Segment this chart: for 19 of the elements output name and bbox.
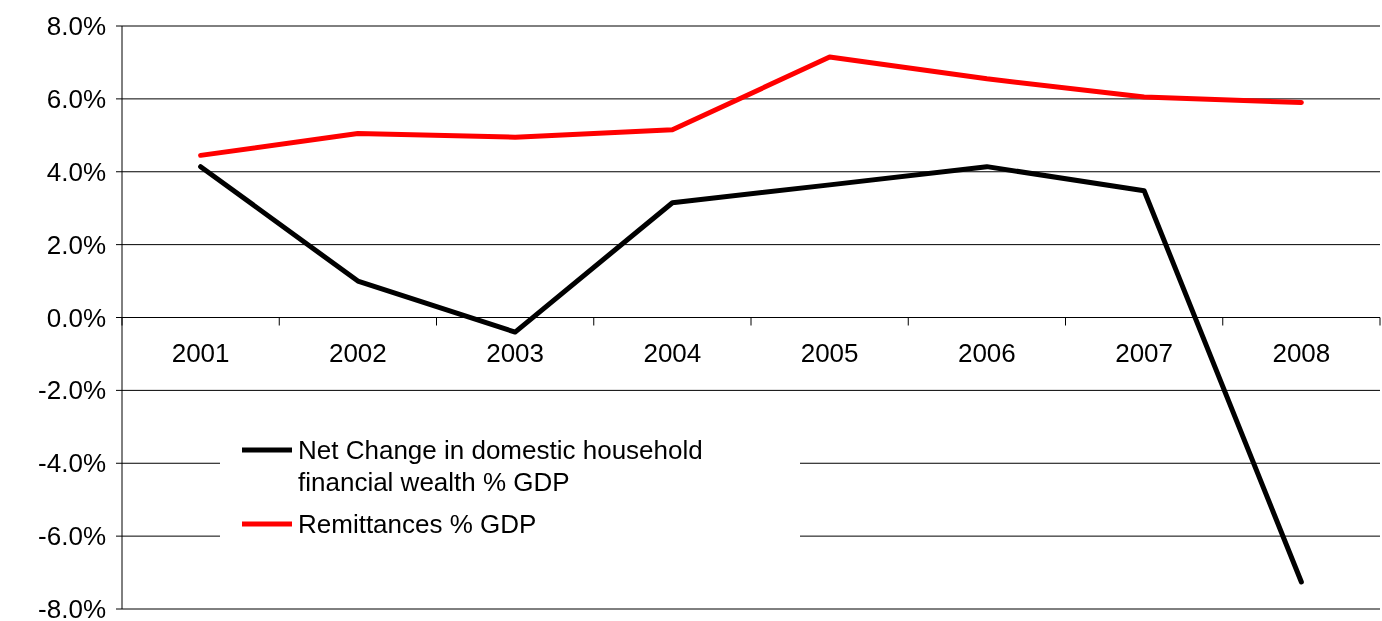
legend-label: Remittances % GDP — [298, 509, 537, 540]
y-tick-label: -4.0% — [38, 448, 106, 479]
y-tick-label: 0.0% — [46, 302, 106, 333]
x-tick-label: 2003 — [486, 337, 545, 368]
x-tick-label: 2002 — [328, 337, 387, 368]
x-tick-label: 2001 — [171, 337, 230, 368]
x-tick-label: 2005 — [800, 337, 859, 368]
x-tick-label: 2008 — [1272, 337, 1331, 368]
x-tick-label: 2006 — [957, 337, 1016, 368]
y-tick-label: 2.0% — [46, 229, 106, 260]
y-tick-label: -6.0% — [38, 521, 106, 552]
y-tick-label: -8.0% — [38, 594, 106, 621]
x-tick-label: 2007 — [1115, 337, 1174, 368]
y-tick-label: 4.0% — [46, 156, 106, 187]
legend-label: Net Change in domestic household financial wealth % GDP — [298, 435, 703, 498]
y-tick-label: 6.0% — [46, 83, 106, 114]
y-tick-label: -2.0% — [38, 375, 106, 406]
x-tick-label: 2004 — [643, 337, 702, 368]
y-tick-label: 8.0% — [46, 11, 106, 42]
